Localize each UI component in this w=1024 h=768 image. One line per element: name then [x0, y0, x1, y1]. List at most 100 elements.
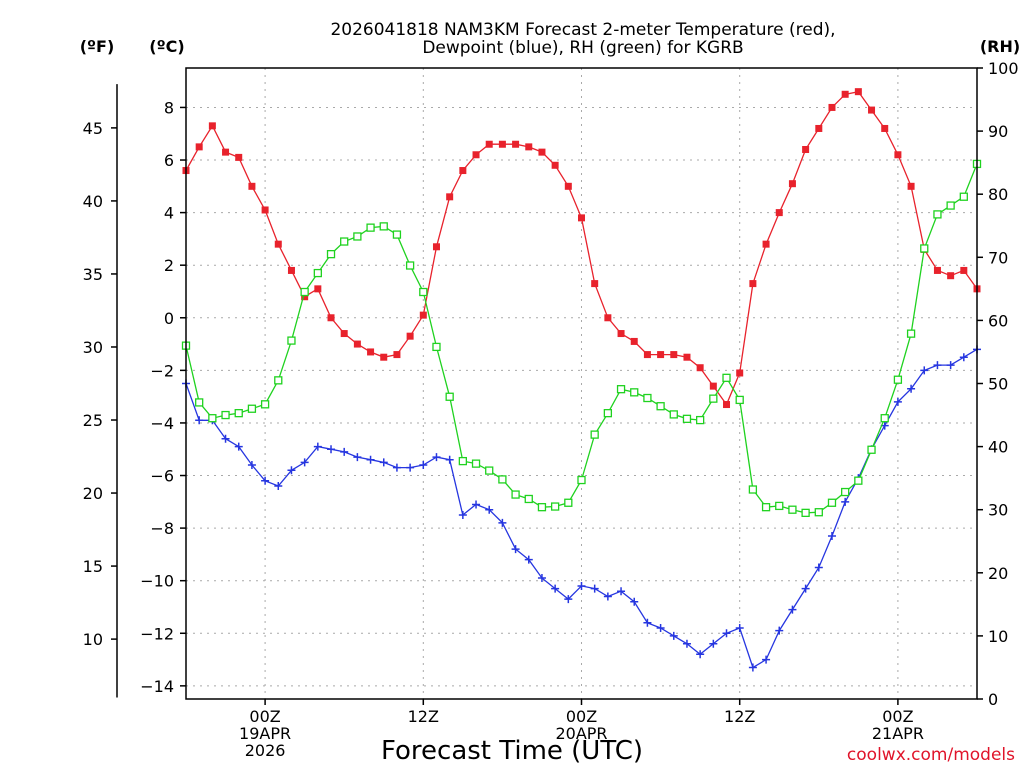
rh-point [841, 487, 850, 497]
temperature-point [683, 353, 691, 361]
dewpoint-point [392, 463, 401, 472]
temperature-point [248, 182, 256, 190]
rh-point [893, 375, 903, 384]
time-tick-label: 12Z [724, 707, 755, 726]
temperature-point [960, 266, 968, 274]
rh-point [524, 494, 533, 504]
dewpoint-point [432, 453, 441, 462]
temperature-point [353, 340, 361, 348]
rh-point [775, 501, 784, 511]
time-tick-label: 00Z [566, 707, 597, 726]
dewpoint-point [801, 584, 810, 593]
celsius-axis: −14 −12 −10 −8 −6 −4 −2 0 2 4 6 8 [140, 98, 186, 696]
celsius-tick-label: −14 [140, 677, 174, 696]
fahrenheit-tick-label: 25 [83, 411, 103, 430]
temperature-point [907, 182, 915, 190]
dewpoint-point [748, 663, 757, 672]
dewpoint-point [735, 624, 744, 633]
dewpoint-point [775, 626, 784, 635]
temperature-point [894, 151, 902, 159]
temperature-point [947, 272, 955, 280]
temperature-point [327, 314, 335, 322]
fahrenheit-tick-label: 10 [83, 630, 103, 649]
fahrenheit-tick-label: 45 [83, 119, 103, 138]
temperature-point [287, 266, 295, 274]
dewpoint-point [458, 510, 467, 519]
rh-point [550, 502, 560, 511]
temperature-point [815, 124, 823, 132]
temperature-point [643, 351, 651, 359]
rh-point [458, 456, 468, 466]
dewpoint-point [221, 434, 230, 443]
temperature-point [208, 122, 216, 130]
fahrenheit-tick-label: 40 [83, 192, 103, 211]
temperature-point [551, 161, 559, 169]
rh-point [485, 466, 494, 475]
fahrenheit-tick-label: 15 [83, 557, 103, 576]
rh-point [274, 376, 283, 385]
chart-title-line-1: 2026041818 NAM3KM Forecast 2-meter Tempe… [330, 20, 835, 40]
time-tick-label: 19APR [239, 724, 291, 743]
rh-point [590, 430, 599, 439]
temperature-point [393, 351, 401, 359]
temperature-point [340, 330, 348, 338]
dewpoint-point [617, 587, 626, 596]
temperature-point [274, 240, 282, 248]
celsius-tick-label: −8 [150, 519, 174, 538]
temperature-point [446, 193, 454, 201]
rh-point [814, 508, 823, 517]
dewpoint-point [551, 584, 560, 593]
chart-title-line-2: Dewpoint (blue), RH (green) for KGRB [422, 38, 743, 58]
rh-point [867, 445, 876, 454]
credit-label: coolwx.com/models [847, 745, 1015, 765]
temperature-point [749, 280, 757, 288]
rh-point [511, 490, 520, 499]
rh-point [959, 192, 968, 201]
dewpoint-point [696, 650, 705, 659]
dewpoint-point [920, 366, 929, 375]
dewpoint-point [340, 447, 349, 456]
rh-point [366, 223, 375, 232]
temperature-point [419, 311, 427, 319]
celsius-tick-label: −6 [150, 467, 174, 486]
rh-tick-label: 60 [988, 311, 1008, 330]
dewpoint-point [946, 361, 955, 370]
rh-point [379, 222, 388, 231]
rh-point [709, 394, 718, 403]
rh-tick-label: 0 [988, 690, 998, 709]
dewpoint-point [247, 461, 256, 470]
temperature-point [261, 206, 269, 214]
rh-unit-label: (RH) [980, 37, 1020, 56]
dewpoint-point [445, 455, 454, 464]
dewpoint-point [682, 639, 691, 648]
temperature-point [670, 351, 678, 359]
dewpoint-point [537, 574, 546, 583]
rh-point [643, 393, 652, 403]
dewpoint-point [709, 639, 718, 648]
rh-tick-label: 50 [988, 375, 1008, 394]
rh-point [234, 409, 243, 418]
dewpoint-point [630, 597, 639, 606]
rh-point [827, 498, 837, 507]
rh-point [432, 342, 441, 352]
dewpoint-point [419, 461, 428, 470]
rh-point [616, 385, 626, 394]
celsius-tick-label: −4 [150, 414, 174, 433]
fahrenheit-tick-label: 20 [83, 484, 103, 503]
dewpoint-point [722, 629, 731, 638]
rh-point [564, 498, 573, 507]
rh-point [260, 400, 270, 409]
temperature-point [367, 348, 375, 356]
dewpoint-point [827, 531, 836, 540]
dewpoint-point [603, 592, 612, 601]
fahrenheit-tick-label: 35 [83, 265, 103, 284]
rh-point [748, 485, 758, 494]
time-tick-label: 20APR [555, 724, 607, 743]
dewpoint-point [511, 545, 520, 554]
rh-point [392, 230, 402, 239]
fahrenheit-axis: 10 15 20 25 30 35 40 45 [83, 119, 117, 649]
temperature-point [525, 143, 533, 151]
temperature-point [802, 146, 810, 154]
dewpoint-point [274, 482, 283, 491]
